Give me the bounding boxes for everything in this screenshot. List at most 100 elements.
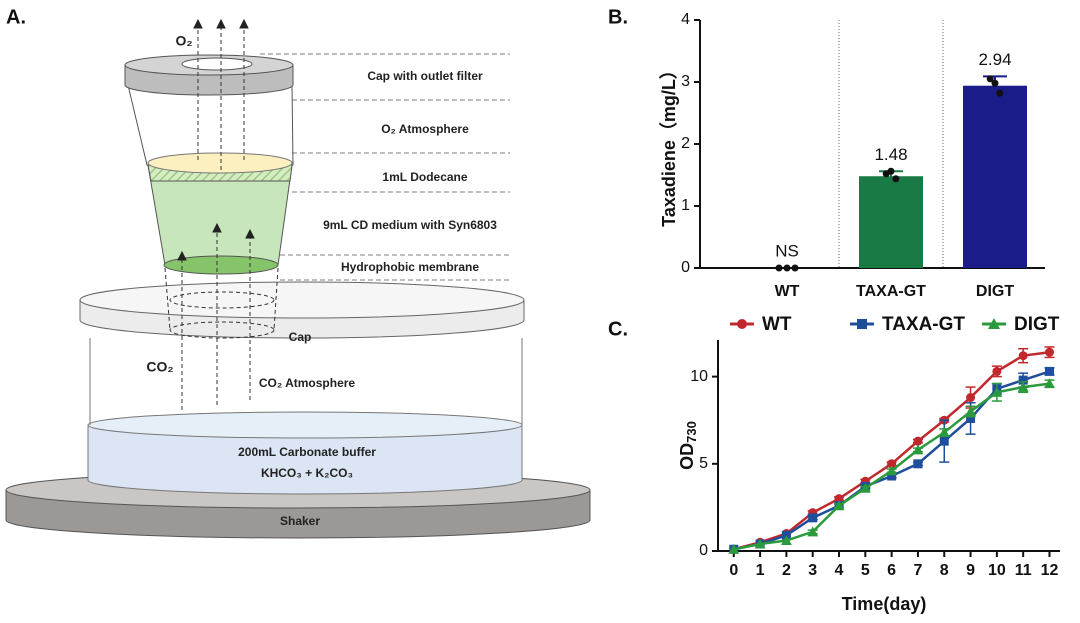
value-label: NS <box>775 241 799 260</box>
marker <box>859 482 871 493</box>
marker <box>1044 347 1054 357</box>
x-tick-label: 5 <box>861 562 870 579</box>
label: Hydrophobic membrane <box>341 260 479 274</box>
marker <box>781 535 792 546</box>
data-point <box>887 167 895 175</box>
marker <box>754 538 766 549</box>
y-tick-label: 4 <box>681 11 690 28</box>
arrows <box>177 18 255 410</box>
label: Cap with outlet filter <box>367 69 483 83</box>
legend-label: TAXA-GT <box>882 314 965 335</box>
panel-label: C. <box>608 318 628 340</box>
x-tick-label: 9 <box>966 562 975 579</box>
x-tick-label: 4 <box>835 562 844 579</box>
y-tick-label: 1 <box>681 197 690 214</box>
legend-label: WT <box>762 314 792 335</box>
marker <box>834 494 844 504</box>
legend-marker <box>988 318 1000 329</box>
y-tick-label: 0 <box>681 259 690 276</box>
legend-marker <box>857 319 867 329</box>
buffer-top <box>87 411 523 439</box>
y-axis-label: OD730 <box>677 421 700 470</box>
marker <box>913 459 923 469</box>
data-point <box>791 264 799 272</box>
o2: O₂ <box>175 33 192 49</box>
label: O₂ Atmosphere <box>381 122 469 136</box>
shaker-label: Shaker <box>280 514 320 528</box>
marker <box>966 413 976 423</box>
data-point <box>775 264 783 272</box>
y-tick-label: 10 <box>690 368 708 385</box>
co2-atmosphere: CO₂ Atmosphere <box>259 376 356 390</box>
x-axis-label: Time(day) <box>842 594 927 614</box>
data-point <box>783 264 791 272</box>
x-tick-label: 0 <box>729 562 738 579</box>
y-tick-label: 2 <box>681 135 690 152</box>
marker <box>728 543 740 554</box>
marker <box>1044 366 1054 376</box>
marker <box>991 386 1003 397</box>
outline <box>169 291 275 309</box>
marker <box>887 471 897 481</box>
x-tick-label: 7 <box>913 562 922 579</box>
value-label: 1.48 <box>874 145 907 164</box>
x-tick-label: DIGT <box>976 283 1014 300</box>
legend-marker <box>737 319 747 329</box>
x-tick-label: 12 <box>1041 562 1059 579</box>
marker <box>1017 381 1029 392</box>
data-point <box>991 79 999 87</box>
marker <box>966 393 976 403</box>
cap-label: Cap <box>289 330 312 344</box>
marker <box>833 500 845 511</box>
legend-label: DIGT <box>1014 314 1060 335</box>
panel-label: A. <box>6 6 26 28</box>
marker <box>938 427 950 437</box>
data-point <box>996 89 1004 97</box>
marker <box>887 459 897 469</box>
filter <box>181 57 253 71</box>
panel-label: B. <box>608 6 628 28</box>
data-point <box>892 175 900 183</box>
membrane <box>163 255 279 275</box>
panel-a: A. Shaker 200mL Carbonate buffer KHCO₃ +… <box>5 6 591 539</box>
marker <box>965 406 976 416</box>
x-tick-label: 2 <box>782 562 791 579</box>
bar <box>963 85 1027 268</box>
buffer <box>87 424 523 495</box>
series-line <box>733 350 1050 551</box>
y-tick-label: 3 <box>681 73 690 90</box>
marker <box>1018 351 1028 361</box>
y-axis-label-main: OD <box>677 443 697 470</box>
y-tick-label: 0 <box>699 542 708 559</box>
data-point <box>986 75 994 83</box>
y-tick-label: 5 <box>699 455 708 472</box>
marker <box>913 436 923 446</box>
x-tick-label: 11 <box>1015 562 1032 579</box>
x-tick-label: 10 <box>988 562 1006 579</box>
dodecane <box>147 152 293 174</box>
marker <box>886 465 898 476</box>
marker <box>939 436 949 446</box>
value-label: 2.94 <box>978 50 1011 69</box>
x-tick-label: 8 <box>940 562 949 579</box>
cap-top <box>79 281 525 319</box>
marker <box>1044 378 1055 389</box>
marker <box>1018 375 1028 385</box>
x-tick-label: 1 <box>756 562 765 579</box>
x-tick-label: 3 <box>808 562 817 579</box>
label: 1mL Dodecane <box>382 170 467 184</box>
buffer-label: 200mL Carbonate buffer <box>238 445 376 459</box>
outline <box>169 321 275 339</box>
marker <box>808 513 818 523</box>
y-axis-label: Taxadiene（mg/L） <box>659 61 679 227</box>
bar <box>859 176 923 268</box>
co2: CO₂ <box>146 359 173 375</box>
outline <box>164 267 279 331</box>
x-tick-label: 6 <box>887 562 896 579</box>
marker <box>912 444 924 455</box>
x-tick-label: WT <box>775 283 800 300</box>
buffer-label: KHCO₃ + K₂CO₃ <box>261 466 353 480</box>
label: 9mL CD medium with Syn6803 <box>323 218 497 232</box>
marker <box>807 526 819 537</box>
